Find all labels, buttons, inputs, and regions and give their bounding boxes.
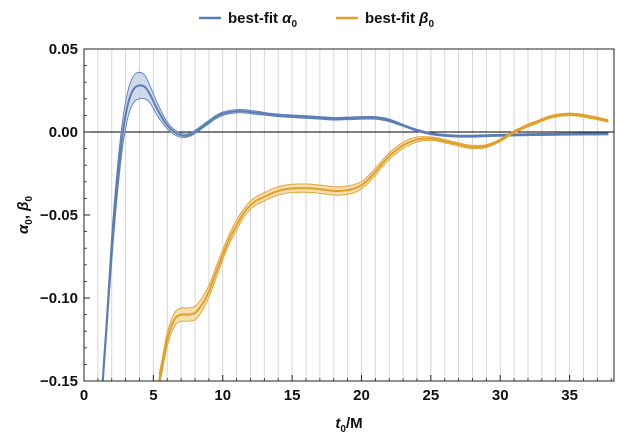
x-axis-label: t0/M [335, 415, 362, 435]
x-tick-label: 20 [353, 387, 370, 404]
band-lower-beta [159, 115, 609, 381]
y-tick-label: −0.15 [40, 373, 78, 390]
x-tick-label: 25 [423, 387, 440, 404]
y-axis-label: α0, β0 [15, 196, 35, 235]
x-axis: 0 5 10 15 20 25 30 35 [80, 375, 612, 404]
x-tick-label: 15 [284, 387, 301, 404]
plot-frame [83, 48, 615, 382]
x-tick-label: 5 [149, 387, 157, 404]
x-tick-label: 35 [561, 387, 578, 404]
legend-label-beta: best-fit β0 [365, 10, 434, 30]
legend: best-fit α0 best-fit β0 [199, 10, 434, 30]
band-upper-beta [158, 112, 609, 375]
legend-entry-alpha: best-fit α0 [199, 10, 297, 30]
y-tick-label: 0.05 [49, 41, 78, 58]
series-line-beta [157, 113, 609, 381]
y-tick-label: −0.10 [40, 290, 78, 307]
y-tick-label: −0.05 [40, 207, 78, 224]
x-tick-label: 30 [492, 387, 509, 404]
x-tick-label: 10 [214, 387, 231, 404]
legend-label-alpha: best-fit α0 [228, 10, 297, 30]
vertical-gridlines [97, 49, 598, 381]
legend-entry-beta: best-fit β0 [336, 10, 434, 30]
series-layer [101, 71, 609, 381]
band-lower-alpha [102, 97, 609, 381]
y-axis: −0.15 −0.10 −0.05 0.00 0.05 [40, 41, 90, 390]
series-line-alpha [101, 84, 609, 381]
x-tick-label: 0 [80, 387, 88, 404]
y-tick-label: 0.00 [49, 124, 78, 141]
